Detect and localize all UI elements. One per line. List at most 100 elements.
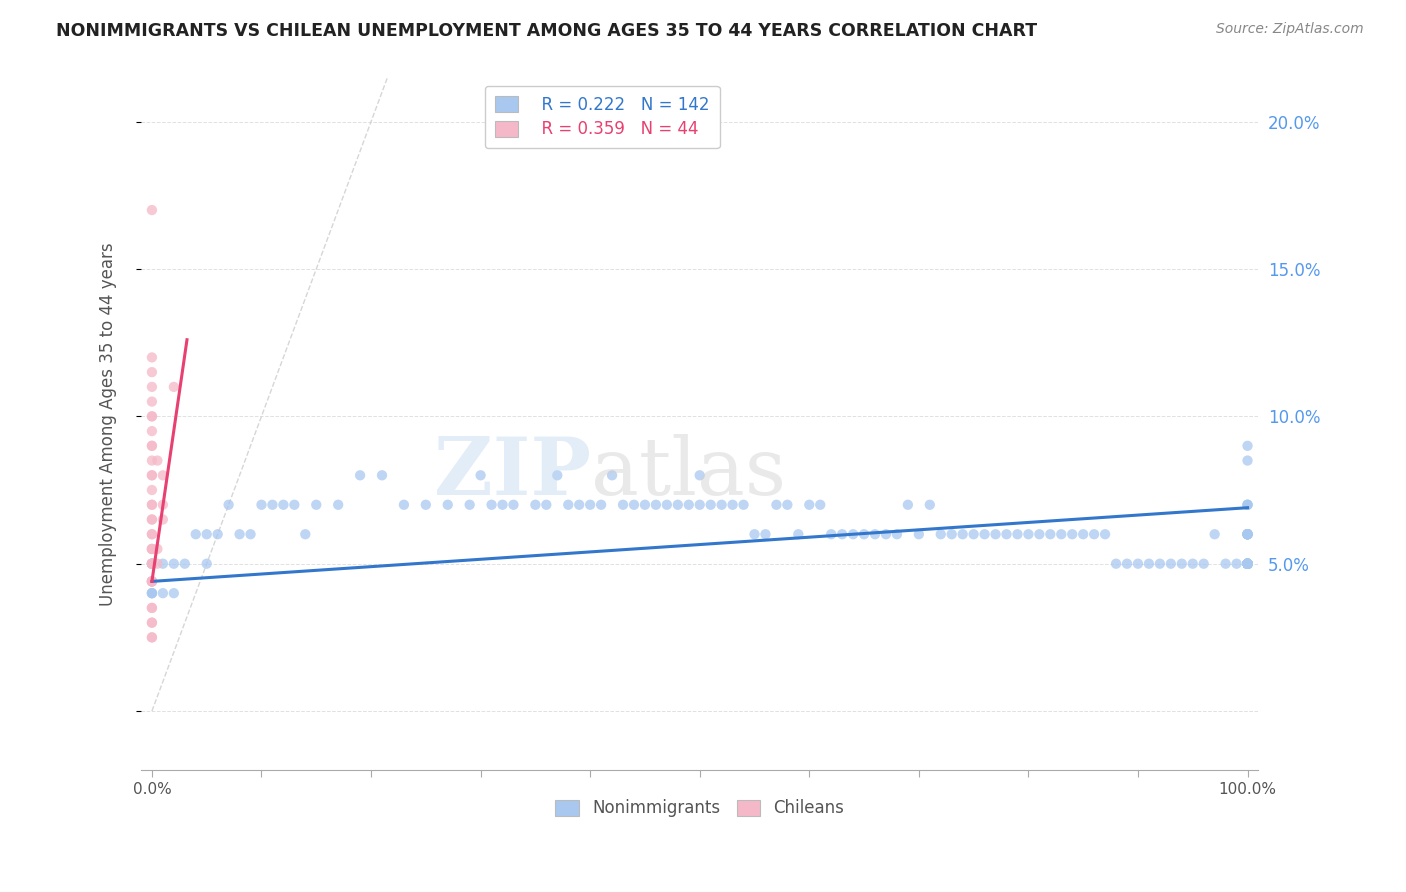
Point xyxy=(195,557,218,571)
Point xyxy=(141,439,163,453)
Point xyxy=(1236,557,1258,571)
Point xyxy=(1236,527,1258,541)
Point xyxy=(349,468,371,483)
Point xyxy=(733,498,755,512)
Point xyxy=(1236,527,1258,541)
Point xyxy=(283,498,305,512)
Point xyxy=(929,527,952,541)
Point xyxy=(141,615,163,630)
Point xyxy=(1236,498,1258,512)
Point xyxy=(141,512,163,526)
Point xyxy=(141,574,163,589)
Point xyxy=(1236,557,1258,571)
Point xyxy=(163,557,186,571)
Point xyxy=(579,498,602,512)
Point xyxy=(1236,557,1258,571)
Point xyxy=(1236,557,1258,571)
Point xyxy=(1236,557,1258,571)
Point xyxy=(1215,557,1237,571)
Point xyxy=(1236,557,1258,571)
Point xyxy=(1017,527,1039,541)
Point xyxy=(1236,557,1258,571)
Point xyxy=(787,527,810,541)
Point xyxy=(689,468,711,483)
Point xyxy=(141,574,163,589)
Point xyxy=(1236,527,1258,541)
Point xyxy=(524,498,547,512)
Point xyxy=(799,498,821,512)
Point xyxy=(557,498,579,512)
Point xyxy=(141,601,163,615)
Point xyxy=(1236,557,1258,571)
Point xyxy=(1236,557,1258,571)
Point xyxy=(141,557,163,571)
Point xyxy=(262,498,284,512)
Point xyxy=(173,557,195,571)
Point xyxy=(141,586,163,600)
Point xyxy=(1171,557,1194,571)
Point xyxy=(645,498,668,512)
Point xyxy=(152,512,174,526)
Point xyxy=(146,557,169,571)
Point xyxy=(591,498,613,512)
Point xyxy=(184,527,207,541)
Text: atlas: atlas xyxy=(591,434,786,512)
Point xyxy=(1236,557,1258,571)
Point xyxy=(754,527,776,541)
Point xyxy=(1083,527,1105,541)
Point xyxy=(141,557,163,571)
Point xyxy=(634,498,657,512)
Point xyxy=(1236,557,1258,571)
Point xyxy=(1126,557,1149,571)
Point xyxy=(710,498,733,512)
Point xyxy=(141,365,163,379)
Point xyxy=(1236,557,1258,571)
Point xyxy=(141,586,163,600)
Point xyxy=(152,498,174,512)
Point xyxy=(886,527,908,541)
Point xyxy=(1050,527,1073,541)
Point xyxy=(470,468,492,483)
Point xyxy=(952,527,974,541)
Point xyxy=(820,527,842,541)
Point xyxy=(1236,557,1258,571)
Point xyxy=(141,468,163,483)
Point xyxy=(1039,527,1062,541)
Point xyxy=(328,498,350,512)
Point xyxy=(239,527,262,541)
Point xyxy=(568,498,591,512)
Point xyxy=(218,498,240,512)
Point xyxy=(941,527,963,541)
Point xyxy=(141,557,163,571)
Point xyxy=(141,498,163,512)
Point xyxy=(141,557,163,571)
Point xyxy=(250,498,273,512)
Point xyxy=(1192,557,1215,571)
Point xyxy=(163,380,186,394)
Point xyxy=(1236,557,1258,571)
Point xyxy=(1236,557,1258,571)
Point xyxy=(600,468,623,483)
Point xyxy=(863,527,886,541)
Point xyxy=(141,574,163,589)
Point xyxy=(1236,557,1258,571)
Point xyxy=(853,527,876,541)
Point xyxy=(655,498,678,512)
Point xyxy=(721,498,744,512)
Point xyxy=(1236,557,1258,571)
Point xyxy=(1094,527,1116,541)
Point xyxy=(141,541,163,556)
Text: Source: ZipAtlas.com: Source: ZipAtlas.com xyxy=(1216,22,1364,37)
Point xyxy=(152,468,174,483)
Point xyxy=(1236,439,1258,453)
Point xyxy=(491,498,513,512)
Point xyxy=(481,498,503,512)
Point xyxy=(141,409,163,424)
Point xyxy=(207,527,229,541)
Point xyxy=(1137,557,1160,571)
Point xyxy=(141,439,163,453)
Point xyxy=(1236,557,1258,571)
Point xyxy=(141,394,163,409)
Point xyxy=(908,527,931,541)
Point xyxy=(141,527,163,541)
